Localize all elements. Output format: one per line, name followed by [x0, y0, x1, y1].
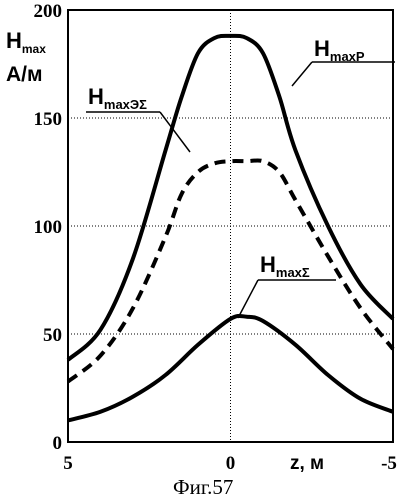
figure-caption: Фиг.57	[173, 475, 233, 499]
svg-text:HmaxЭΣ: HmaxЭΣ	[88, 84, 147, 112]
series-label-maxP: HmaxP	[292, 36, 395, 86]
y-tick-label-4: 200	[34, 1, 63, 22]
svg-text:HmaxP: HmaxP	[314, 36, 365, 64]
x-tick-label-1: 0	[226, 453, 236, 474]
y-axis-label: Hmax	[6, 28, 46, 56]
svg-text:HmaxΣ: HmaxΣ	[260, 252, 310, 280]
x-tick-label-0: 5	[63, 453, 73, 474]
x-tick-label-2: -5	[381, 453, 397, 474]
leader-line-maxP-diag	[292, 62, 312, 86]
x-axis-label: z, м	[290, 453, 324, 474]
grid	[68, 10, 393, 442]
y-tick-label-0: 0	[53, 433, 63, 454]
y-tick-label-2: 100	[34, 217, 63, 238]
y-tick-label-3: 150	[34, 109, 63, 130]
y-tick-label-1: 50	[43, 325, 62, 346]
leader-line-maxΣ-diag	[238, 280, 258, 318]
series-lines	[68, 36, 393, 421]
x-tick-labels: 5 0 -5	[63, 453, 397, 474]
y-axis-unit: А/м	[6, 63, 43, 86]
series-label-maxΣ: HmaxΣ	[238, 252, 336, 318]
series-line-0	[68, 36, 393, 360]
